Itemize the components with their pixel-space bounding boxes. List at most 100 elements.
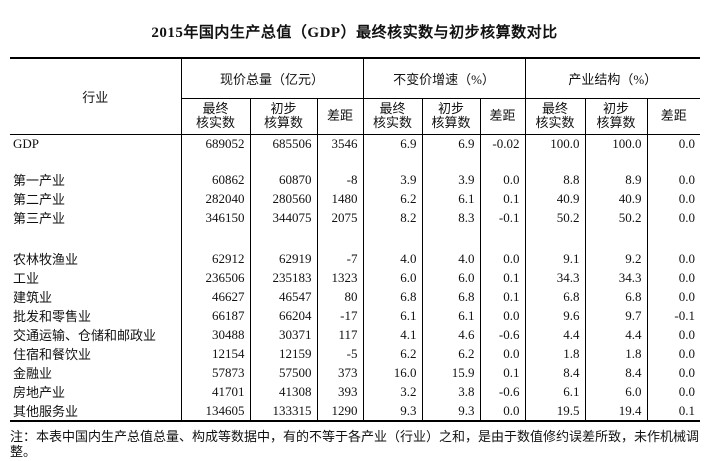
table-cell: 6.1 <box>362 306 423 325</box>
table-cell: 134605 <box>180 401 250 421</box>
table-cell: 100.0 <box>524 134 586 154</box>
table-row: 建筑业 46627 46547 80 6.8 6.8 0.1 6.8 6.8 0.0 <box>10 287 701 306</box>
table-cell: 62919 <box>249 249 317 268</box>
spacer-cell <box>249 227 317 249</box>
table-cell: 8.8 <box>524 170 586 189</box>
table-cell: 9.3 <box>362 401 423 421</box>
table-cell: 373 <box>316 363 364 382</box>
table-cell: 0.0 <box>646 208 701 227</box>
table-cell: 6.9 <box>421 134 481 154</box>
column-header-gap: 差距 <box>316 98 364 135</box>
table-cell: 57500 <box>249 363 317 382</box>
row-label: 工业 <box>13 271 40 286</box>
table-cell: 6.8 <box>362 287 423 306</box>
row-label: 第二产业 <box>13 192 66 207</box>
table-cell: 8.9 <box>584 170 648 189</box>
table-cell: 40.9 <box>584 189 648 208</box>
table-cell: 0.0 <box>646 363 701 382</box>
column-header-gap: 差距 <box>646 98 701 135</box>
table-cell: 50.2 <box>524 208 586 227</box>
table-cell: 0.0 <box>479 249 526 268</box>
table-cell: 3546 <box>316 134 364 154</box>
row-label: 批发和零售业 <box>13 309 92 324</box>
column-group-industry-structure: 产业结构（%） <box>524 58 701 99</box>
table-cell: 41308 <box>249 382 317 401</box>
column-group-constant-price-growth: 不变价增速（%） <box>362 58 526 99</box>
spacer-cell <box>479 227 526 249</box>
table-cell: 0.1 <box>479 268 526 287</box>
spacer-cell <box>584 154 648 170</box>
table-cell: -0.6 <box>479 325 526 344</box>
table-cell: 6.0 <box>584 382 648 401</box>
spacer-cell <box>584 227 648 249</box>
table-cell: -0.1 <box>646 306 701 325</box>
spacer-cell <box>646 154 701 170</box>
column-header-preliminary: 初步 核算数 <box>421 98 481 135</box>
table-cell: 4.6 <box>421 325 481 344</box>
table-cell: 8.3 <box>421 208 481 227</box>
spacer-cell <box>421 227 481 249</box>
table-cell: 685506 <box>249 134 317 154</box>
table-row: 住宿和餐饮业 12154 12159 -5 6.2 6.2 0.0 1.8 1.8 0.0 <box>10 344 701 363</box>
row-label: 第三产业 <box>13 211 66 226</box>
table-cell: 6.1 <box>421 189 481 208</box>
table-row: 农林牧渔业 62912 62919 -7 4.0 4.0 0.0 9.1 9.2 0.0 <box>10 249 701 268</box>
spacer-cell <box>180 227 250 249</box>
table-cell: 9.3 <box>421 401 481 421</box>
row-label: 建筑业 <box>13 290 53 305</box>
table-cell: -5 <box>316 344 364 363</box>
table-cell: 66204 <box>249 306 317 325</box>
table-cell: 57873 <box>180 363 250 382</box>
table-cell: 3.9 <box>421 170 481 189</box>
table-cell: 344075 <box>249 208 317 227</box>
table-cell: 1480 <box>316 189 364 208</box>
column-header-gap: 差距 <box>479 98 526 135</box>
table-cell: 4.0 <box>362 249 423 268</box>
spacer-cell <box>479 154 526 170</box>
row-label: 金融业 <box>13 366 53 381</box>
table-cell: 30488 <box>180 325 250 344</box>
column-header-final-verified: 最终 核实数 <box>524 98 586 135</box>
spacer-cell <box>10 154 181 170</box>
spacer-cell <box>249 154 317 170</box>
table-cell: 100.0 <box>584 134 648 154</box>
table-header: 行业 现价总量（亿元） 不变价增速（%） 产业结构（%） 最终 核实数 初步 核… <box>10 58 701 135</box>
table-cell: 8.4 <box>524 363 586 382</box>
table-cell: -17 <box>316 306 364 325</box>
table-cell: 1.8 <box>584 344 648 363</box>
table-row: 交通运输、仓储和邮政业 30488 30371 117 4.1 4.6 -0.6 4.4 4.4… <box>10 325 701 344</box>
table-cell: 6.2 <box>362 344 423 363</box>
table-cell: 9.7 <box>584 306 648 325</box>
table-cell: 393 <box>316 382 364 401</box>
table-cell: 34.3 <box>524 268 586 287</box>
table-cell: 46547 <box>249 287 317 306</box>
table-cell: 689052 <box>180 134 250 154</box>
table-cell: 0.1 <box>646 401 701 421</box>
table-cell: 80 <box>316 287 364 306</box>
table-cell: 8.2 <box>362 208 423 227</box>
table-cell: 8.4 <box>584 363 648 382</box>
table-cell: 6.8 <box>584 287 648 306</box>
table-row: 房地产业 41701 41308 393 3.2 3.8 -0.6 6.1 6.0 0.0 <box>10 382 701 401</box>
table-body: GDP 689052 685506 3546 6.9 6.9 -0.02 100.0 100.0… <box>10 134 701 421</box>
table-cell: 0.0 <box>646 287 701 306</box>
table-cell: 19.5 <box>524 401 586 421</box>
table-cell: 1.8 <box>524 344 586 363</box>
table-row: 工业 236506 235183 1323 6.0 6.0 0.1 34.3 34.3 0.0 <box>10 268 701 287</box>
table-cell: 30371 <box>249 325 317 344</box>
footnote: 注：本表中国内生产总值总量、构成等数据中，有的不等于各产业（行业）之和，是由于数… <box>10 429 700 459</box>
table-cell: 15.9 <box>421 363 481 382</box>
table-cell: 16.0 <box>362 363 423 382</box>
table-cell: 6.2 <box>421 344 481 363</box>
table-cell: 0.1 <box>479 287 526 306</box>
table-cell: 4.0 <box>421 249 481 268</box>
table-cell: 6.0 <box>362 268 423 287</box>
page-title: 2015年国内生产总值（GDP）最终核实数与初步核算数对比 <box>151 25 558 41</box>
column-group-current-price-total: 现价总量（亿元） <box>180 58 364 99</box>
table-cell: 1290 <box>316 401 364 421</box>
table-cell: 9.6 <box>524 306 586 325</box>
table-cell: 0.0 <box>646 170 701 189</box>
table-cell: 3.2 <box>362 382 423 401</box>
table-cell: 40.9 <box>524 189 586 208</box>
